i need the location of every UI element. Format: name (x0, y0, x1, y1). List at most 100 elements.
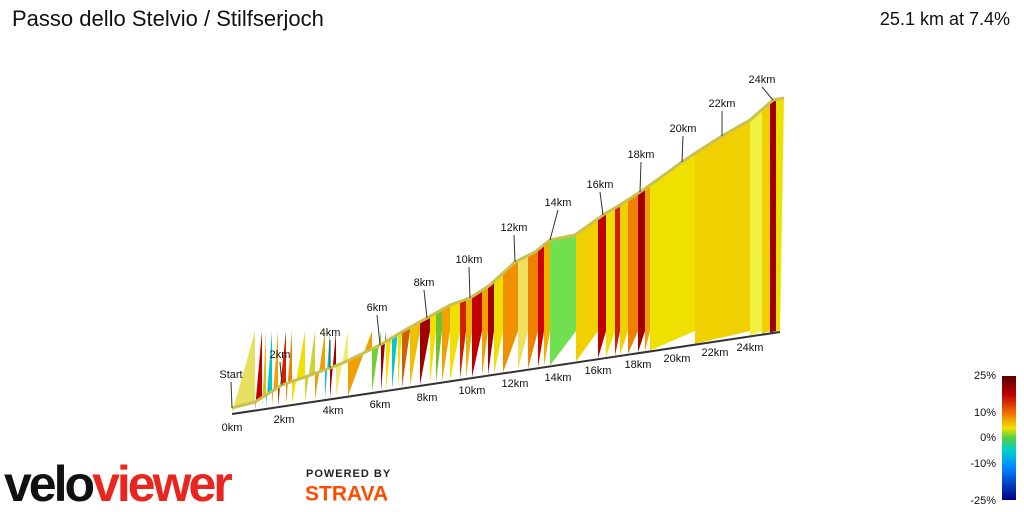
gradient-segment (392, 331, 398, 390)
gradient-segment (436, 309, 442, 383)
gradient-segment (420, 316, 430, 385)
gradient-segment (232, 331, 255, 413)
bottom-distance-label: 10km (459, 385, 486, 397)
summary: 25.1 km at 7.4% (880, 9, 1010, 29)
gradient-segment (398, 331, 402, 389)
bottom-distance-label: 12km (502, 378, 529, 390)
gradient-segment (315, 331, 325, 401)
gradient-segment (638, 188, 645, 353)
gradient-segment (544, 240, 550, 367)
profile (231, 96, 785, 415)
label-leader (599, 191, 604, 216)
label-leader (376, 314, 381, 346)
gradient-segment (386, 331, 392, 390)
top-distance-label: Start (219, 369, 242, 381)
bottom-distance-label: 4km (323, 405, 344, 417)
gradient-segment (650, 153, 695, 351)
gradient-segment (330, 331, 336, 399)
gradient-segment (503, 260, 518, 373)
title: Passo dello Stelvio / Stilfserjoch (12, 6, 324, 31)
top-distance-label: 6km (367, 302, 388, 314)
legend-label: -10% (970, 458, 996, 470)
gradient-segment (776, 98, 784, 332)
gradient-segment (645, 185, 650, 352)
top-distance-label: 22km (709, 98, 736, 110)
gradient-segment (466, 296, 472, 378)
gradient-segment (381, 331, 386, 391)
label-leader (279, 361, 283, 386)
ridge-top (231, 96, 785, 410)
legend-label: 10% (974, 407, 996, 419)
logo-right: viewer (92, 456, 232, 512)
gradient-segment (450, 301, 460, 381)
top-distance-label: 12km (501, 222, 528, 234)
top-distance-label: 2km (270, 349, 291, 361)
gradient-segment (528, 249, 538, 369)
gradient-segment (430, 312, 436, 384)
bottom-distance-label: 22km (702, 347, 729, 359)
gradient-segment (292, 331, 305, 405)
top-distance-label: 14km (545, 197, 572, 209)
label-leader (639, 161, 642, 193)
gradient-segment (305, 331, 315, 403)
legend-label: -25% (970, 495, 996, 507)
bottom-distance-label: 0km (222, 422, 243, 434)
gradient-segment (770, 99, 776, 333)
baseline (231, 331, 781, 415)
top-distance-label: 16km (587, 179, 614, 191)
legend-label: 0% (980, 432, 996, 444)
label-leader (468, 266, 471, 299)
gradient-segment (762, 102, 770, 334)
gradient-segment (410, 321, 420, 387)
label-leader (761, 86, 774, 101)
top-distance-label: 4km (320, 327, 341, 339)
bottom-distance-label: 18km (625, 359, 652, 371)
label-leader (513, 234, 516, 263)
gradient-segment (255, 331, 262, 410)
gradient-segment (460, 299, 466, 379)
top-distance-label: 24km (749, 74, 776, 86)
logo-left: velo (4, 456, 94, 512)
legend-label: 25% (974, 370, 996, 382)
gradient-segment (325, 331, 330, 400)
label-leader (423, 289, 428, 319)
gradient-segment (606, 207, 615, 358)
bottom-distance-label: 8km (417, 392, 438, 404)
gradient-segment (615, 205, 620, 356)
gradient-segment (482, 286, 488, 376)
gradient-segment (472, 290, 482, 378)
gradient-segment (550, 234, 576, 366)
gradient-segment (518, 255, 528, 371)
gradient-segment (442, 305, 450, 382)
bottom-distance-label: 24km (737, 342, 764, 354)
label-leader (230, 381, 233, 409)
gradient-segment (262, 331, 266, 409)
bottom-distance-label: 6km (370, 399, 391, 411)
gradient-segment (598, 213, 606, 359)
gradient-segment (750, 109, 762, 336)
gradient-segment (488, 281, 494, 375)
label-leader (549, 209, 559, 241)
top-distance-label: 8km (414, 277, 435, 289)
gradient-segment (278, 331, 286, 407)
gradient-segment (336, 331, 348, 398)
bottom-distance-label: 16km (585, 365, 612, 377)
bottom-distance-label: 14km (545, 372, 572, 384)
gradient-segment (628, 193, 638, 354)
gradient-segment (695, 120, 750, 344)
gradient-segment (620, 199, 628, 355)
partner: STRAVA (305, 483, 388, 506)
gradient-segment (494, 273, 503, 374)
top-distance-label: 18km (628, 149, 655, 161)
top-distance-label: 20km (670, 123, 697, 135)
gradient-segment (266, 331, 272, 408)
gradient-segment (272, 331, 278, 408)
legend-scale (1002, 376, 1016, 500)
bottom-distance-label: 2km (274, 414, 295, 426)
gradient-segment (286, 331, 292, 405)
gradient-segment (576, 218, 598, 362)
bottom-distance-label: 20km (664, 353, 691, 365)
powered-by: POWERED BY (306, 468, 391, 480)
gradient-segment (538, 244, 544, 368)
